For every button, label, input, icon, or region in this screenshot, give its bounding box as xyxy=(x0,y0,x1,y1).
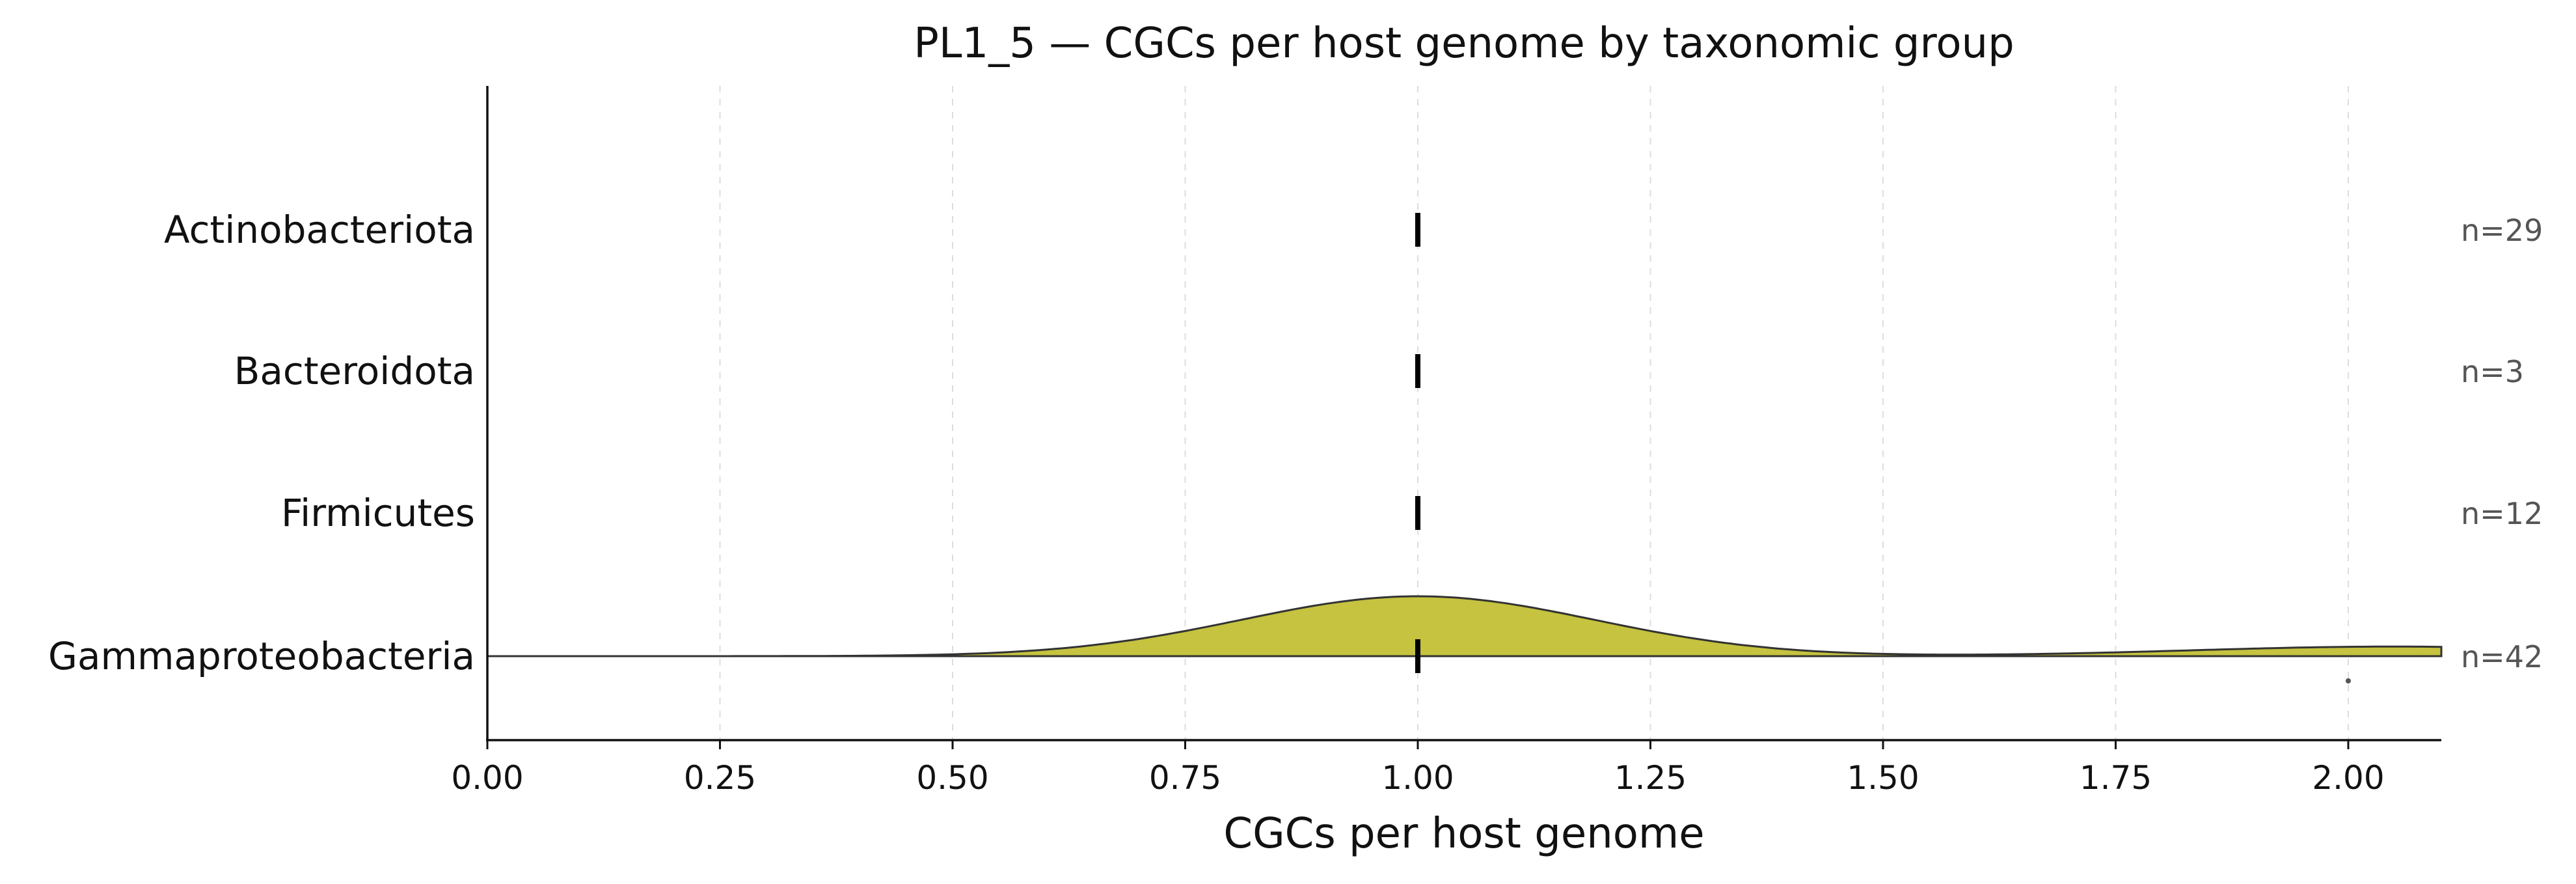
group-count-label: n=12 xyxy=(2461,496,2543,531)
x-tick-label: 1.25 xyxy=(1614,759,1687,797)
y-category-label: Firmicutes xyxy=(281,491,475,535)
outlier-point xyxy=(2346,678,2351,684)
group-count-labels: n=29 n=3 n=12 n=42 xyxy=(2461,213,2543,674)
median-marks xyxy=(1415,213,2351,684)
x-tick-label: 2.00 xyxy=(2312,759,2384,797)
chart-title: PL1_5 — CGCs per host genome by taxonomi… xyxy=(914,20,2014,68)
density-ridge-gammaproteobacteria xyxy=(487,595,2443,657)
x-axis-label: CGCs per host genome xyxy=(1223,810,1704,858)
group-count-label: n=3 xyxy=(2461,354,2524,389)
grid-lines xyxy=(719,86,2349,740)
x-tick-label: 0.25 xyxy=(684,759,756,797)
group-count-label: n=29 xyxy=(2461,213,2543,248)
y-axis-category-labels: Actinobacteriota Bacteroidota Firmicutes Ga… xyxy=(48,208,475,678)
group-count-label: n=42 xyxy=(2461,639,2543,674)
x-tick-label: 1.00 xyxy=(1381,759,1454,797)
x-tick-label: 0.75 xyxy=(1149,759,1221,797)
y-category-label: Gammaproteobacteria xyxy=(48,634,475,678)
x-tick-label: 0.50 xyxy=(916,759,988,797)
y-category-label: Bacteroidota xyxy=(234,349,475,393)
x-tick-label: 1.75 xyxy=(2080,759,2152,797)
x-tick-label: 0.00 xyxy=(451,759,523,797)
y-category-label: Actinobacteriota xyxy=(164,208,475,252)
density-ridges xyxy=(487,595,2443,657)
x-tick-label: 1.50 xyxy=(1847,759,1919,797)
x-axis-ticks: 0.00 0.25 0.50 0.75 1.00 1.25 1.50 1.75 2.00 xyxy=(451,740,2385,797)
